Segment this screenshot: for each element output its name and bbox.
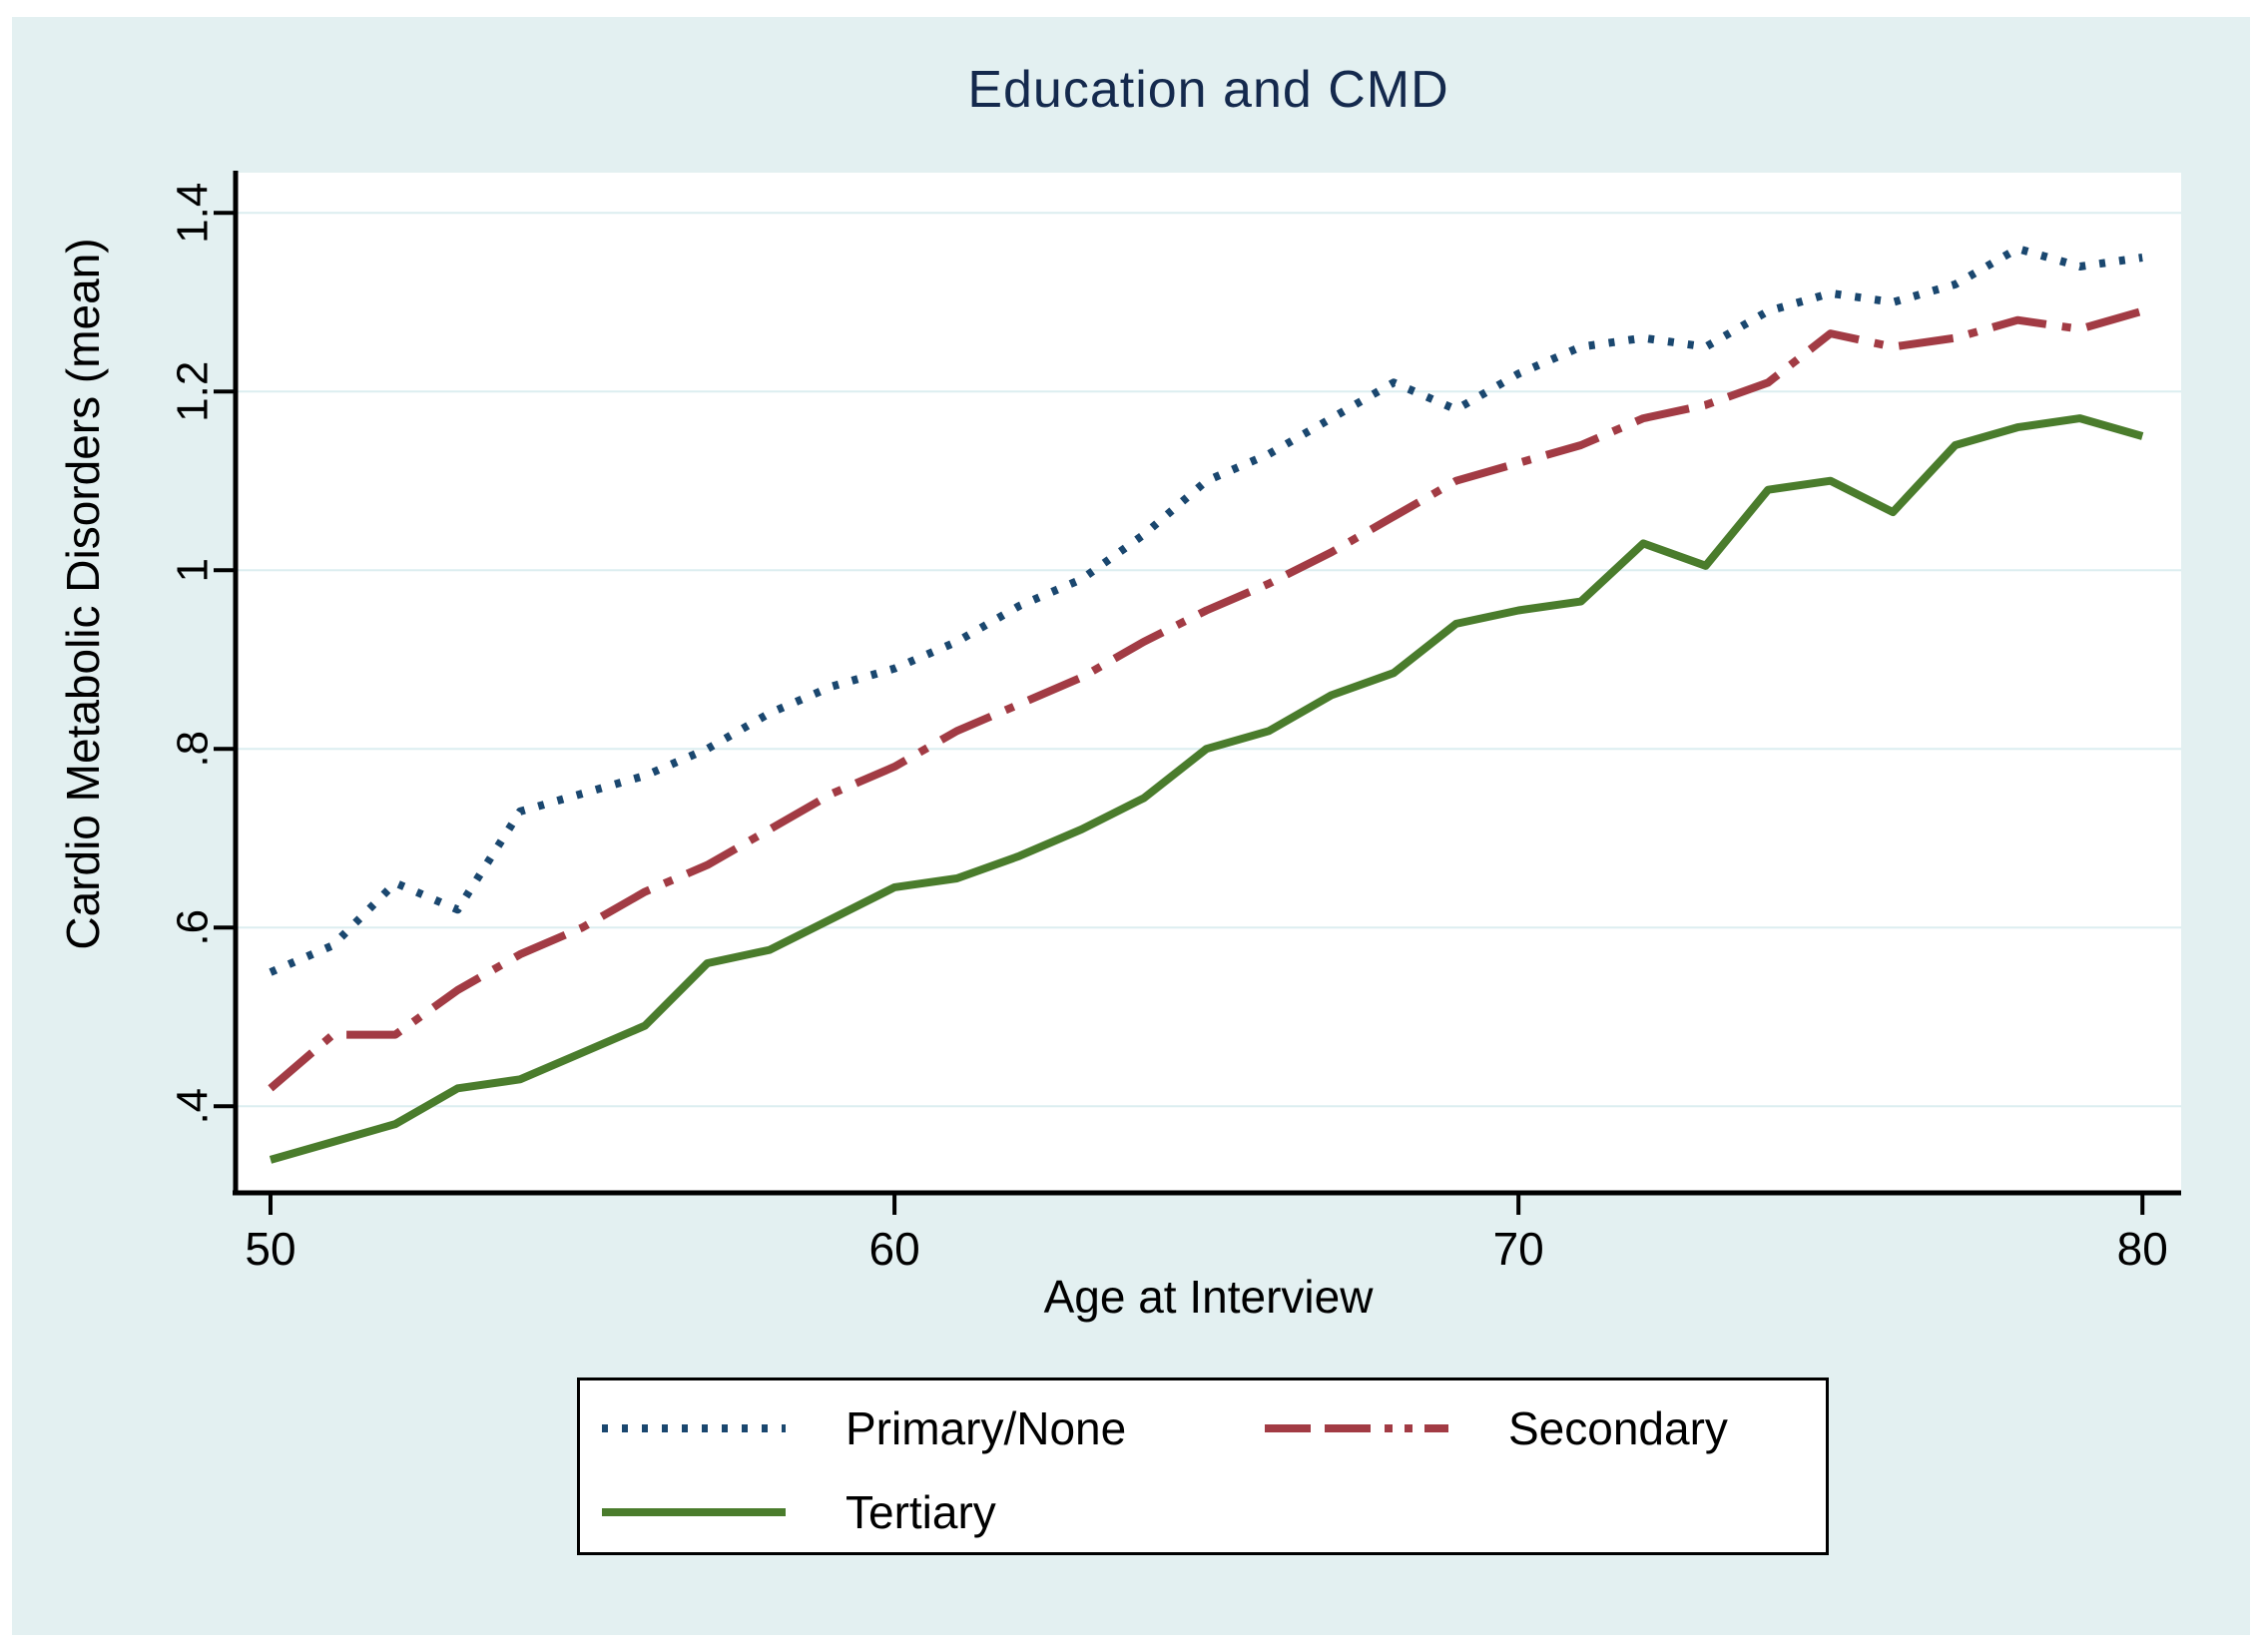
y-tick-label: 1.4 (169, 183, 218, 244)
series-line-tertiary (269, 414, 2144, 1164)
legend-entry-secondary: Secondary (1263, 1400, 1728, 1456)
x-tick-label: 80 (2117, 1223, 2168, 1275)
y-tick-label: .6 (169, 909, 218, 946)
y-tick-label: .8 (169, 731, 218, 768)
plot-area (236, 173, 2181, 1193)
y-axis-title: Cardio Metabolic Disorders (mean) (57, 238, 109, 950)
x-tick-label: 70 (1493, 1223, 1544, 1275)
legend-label: Secondary (1508, 1402, 1728, 1454)
legend-label: Primary/None (846, 1402, 1127, 1454)
x-tick-label: 60 (868, 1223, 919, 1275)
legend-label: Tertiary (846, 1486, 996, 1538)
legend: Primary/None Secondary Tertiary (577, 1377, 1829, 1555)
chart-title: Education and CMD (967, 61, 1449, 119)
series-line-secondary (268, 306, 2144, 1092)
legend-entry-tertiary: Tertiary (600, 1484, 996, 1540)
y-tick-label: 1 (169, 558, 218, 582)
legend-line-sample-solid (602, 1508, 786, 1516)
x-tick-label: 50 (245, 1223, 295, 1275)
legend-line-sample-dash-dot (1265, 1424, 1448, 1432)
legend-line-sample-dotted (602, 1424, 786, 1432)
y-tick-label: 1.2 (169, 361, 218, 422)
y-tick-label: .4 (169, 1088, 218, 1125)
x-axis-title: Age at Interview (1043, 1271, 1374, 1323)
legend-entry-primary-none: Primary/None (600, 1400, 1126, 1456)
